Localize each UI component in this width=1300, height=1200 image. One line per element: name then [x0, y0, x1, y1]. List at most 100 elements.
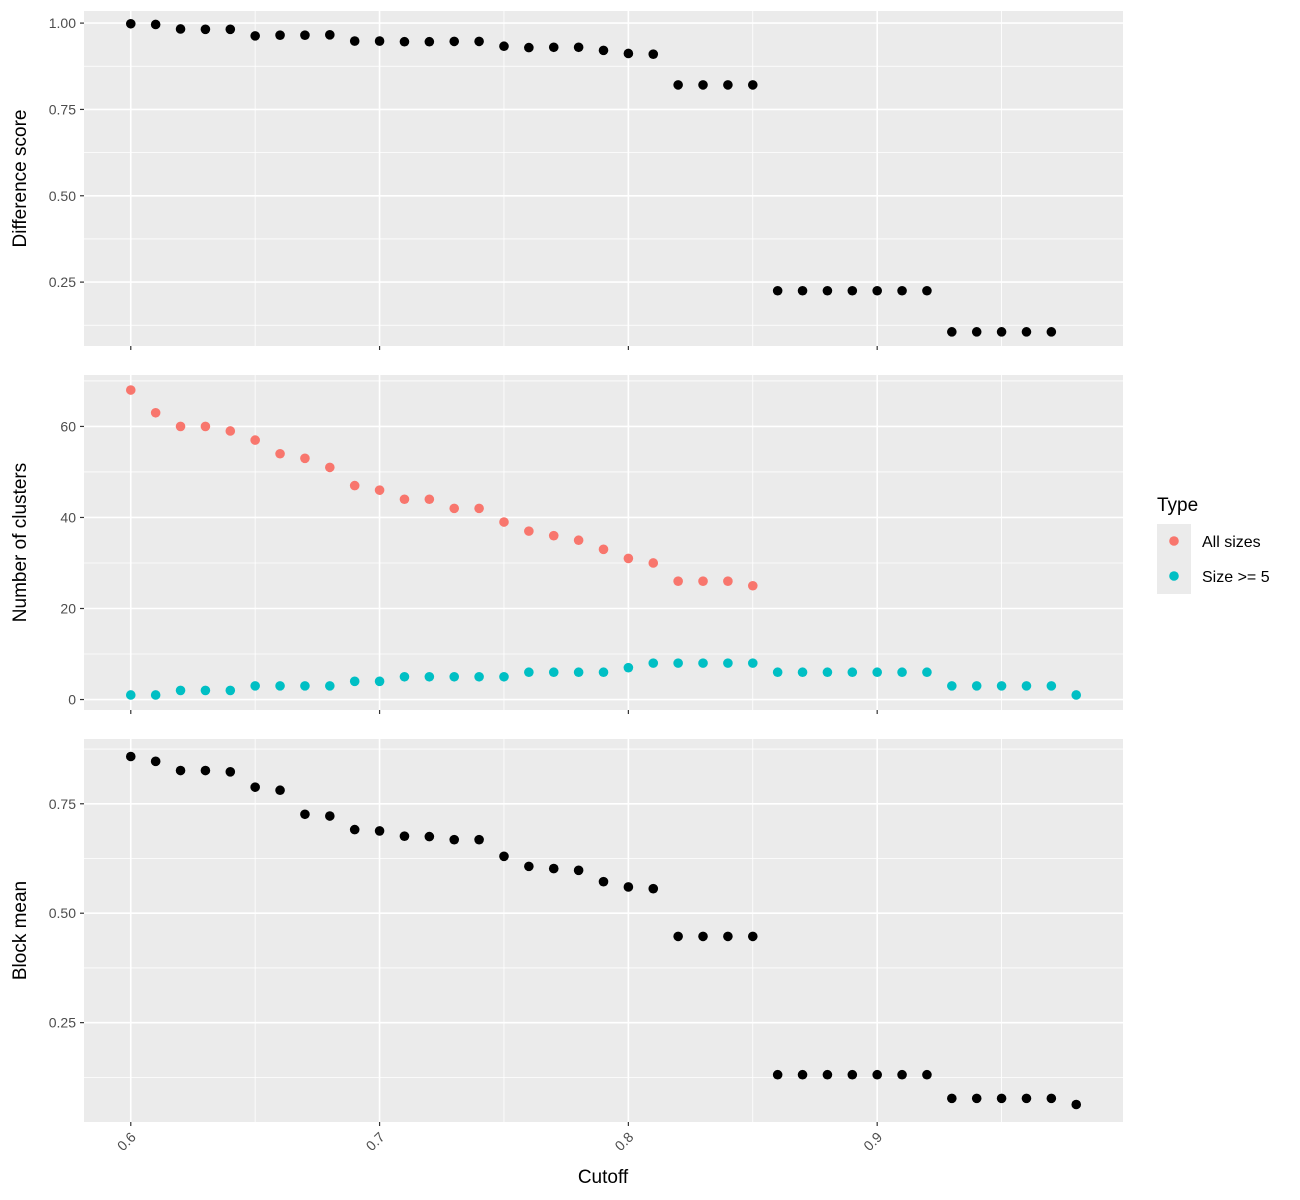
data-point [598, 45, 609, 56]
data-point [325, 811, 335, 821]
data-point [623, 882, 634, 892]
data-point [200, 765, 211, 776]
data-point [150, 756, 161, 767]
data-point [673, 80, 683, 90]
data-point [200, 421, 211, 432]
data-point [474, 503, 484, 514]
data-point [275, 448, 285, 459]
data-point [524, 526, 534, 536]
data-point [374, 36, 385, 46]
data-point [374, 485, 385, 495]
data-point [847, 285, 858, 296]
data-point [822, 667, 833, 678]
data-point [872, 667, 882, 678]
x-axis-title: Cutoff [578, 1167, 629, 1188]
data-point [598, 667, 609, 678]
y-axis-title-number-of-clusters: Number of clusters [10, 463, 31, 622]
data-point [300, 30, 310, 40]
legend-label-all-sizes: All sizes [1202, 534, 1261, 551]
y-tick-label: 0.50 [49, 188, 76, 204]
data-point [200, 685, 211, 696]
data-point [872, 1069, 882, 1080]
data-point [399, 494, 410, 505]
data-point [399, 671, 410, 682]
data-point [449, 834, 460, 845]
series-difference-score-0 [125, 18, 1057, 337]
data-point [1021, 1093, 1032, 1104]
data-point [947, 1093, 957, 1104]
data-point [250, 782, 260, 792]
legend-swatch-all-sizes [1169, 536, 1179, 546]
data-point [449, 503, 460, 514]
data-point [349, 36, 360, 46]
data-point [524, 667, 534, 678]
data-point [325, 681, 335, 691]
data-point [698, 931, 708, 942]
data-point [524, 42, 534, 53]
data-point [175, 685, 186, 696]
data-point [623, 48, 634, 59]
data-point [300, 453, 310, 464]
data-point [648, 658, 659, 668]
data-point [175, 421, 186, 432]
data-point [399, 36, 410, 47]
data-point [947, 681, 957, 691]
y-tick-label: 1.00 [49, 15, 76, 31]
data-point [548, 667, 559, 678]
data-point [772, 667, 783, 678]
data-point [996, 1093, 1007, 1104]
data-point [225, 24, 236, 35]
data-point [772, 1069, 783, 1080]
data-point [524, 861, 534, 872]
y-tick-label: 20 [60, 600, 76, 616]
data-point [275, 30, 285, 40]
data-point [723, 576, 733, 586]
data-point [673, 576, 683, 586]
data-point [125, 385, 136, 395]
data-point [1046, 327, 1057, 337]
data-point [598, 876, 609, 887]
data-point [548, 42, 559, 53]
data-point [797, 285, 808, 296]
panel-background [84, 375, 1123, 710]
data-point [474, 36, 484, 47]
data-point [125, 690, 136, 700]
data-point [698, 80, 708, 90]
data-point [698, 576, 708, 586]
data-point [1071, 1099, 1082, 1110]
data-point [673, 658, 683, 668]
data-point [250, 681, 260, 691]
panel-number-of-clusters: 0 20 40 60 Number of clusters [10, 375, 1123, 714]
data-point [971, 327, 982, 337]
data-point [175, 24, 186, 34]
data-point [648, 883, 659, 894]
data-point [623, 662, 634, 673]
data-point [225, 685, 236, 696]
data-point [150, 19, 161, 30]
data-point [250, 31, 260, 41]
data-point [797, 1069, 808, 1080]
y-tick-label: 0 [68, 692, 76, 708]
legend: Type All sizes Size >= 5 [1157, 495, 1270, 594]
data-point [175, 765, 186, 776]
data-point [971, 681, 982, 691]
data-point [424, 494, 435, 505]
data-point [275, 681, 285, 691]
data-point [150, 407, 161, 418]
data-point [225, 426, 236, 436]
data-point [300, 681, 310, 691]
data-point [225, 767, 236, 777]
data-point [598, 544, 609, 555]
data-point [374, 676, 385, 687]
data-point [250, 435, 260, 445]
data-point [325, 462, 335, 473]
data-point [474, 834, 484, 845]
data-point [747, 658, 758, 668]
data-point [822, 1069, 833, 1080]
data-point [125, 18, 136, 29]
y-tick-label: 0.50 [49, 905, 76, 921]
y-tick-label: 0.25 [49, 274, 76, 290]
data-point [548, 863, 559, 874]
data-point [349, 676, 360, 687]
y-tick-label: 40 [60, 509, 76, 525]
